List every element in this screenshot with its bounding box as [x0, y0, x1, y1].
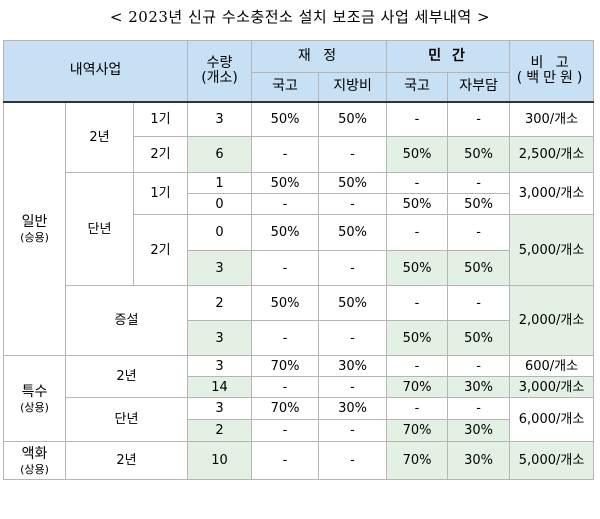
qty-cell: 3 [187, 250, 253, 286]
phase-2: 2기 [132, 214, 189, 286]
qty-cell: 2 [187, 419, 253, 442]
self-cell: 30% [447, 441, 511, 480]
phase-1: 1기 [132, 172, 189, 215]
national-cell: - [251, 376, 320, 398]
private-national-cell: - [386, 285, 449, 321]
remark-cell: 3,000/개소 [509, 376, 595, 398]
header-item: 내역사업 [2, 40, 189, 103]
phase-2: 2기 [132, 136, 189, 173]
self-cell: - [447, 285, 511, 321]
qty-cell: 10 [187, 441, 253, 480]
qty-cell: 14 [187, 376, 253, 398]
self-cell: - [447, 214, 511, 251]
header-private: 민 간 [386, 40, 511, 73]
private-national-cell: 70% [386, 441, 449, 480]
local-cell: 30% [318, 397, 388, 420]
header-national: 국고 [251, 72, 320, 103]
private-national-cell: 50% [386, 250, 449, 286]
private-national-cell: 70% [386, 419, 449, 442]
self-cell: - [447, 397, 511, 420]
remark-cell: 300/개소 [509, 101, 595, 137]
header-self: 자부담 [447, 72, 511, 103]
national-cell: - [251, 320, 320, 356]
subcat-special-two-year: 2년 [64, 355, 189, 398]
self-cell: 30% [447, 376, 511, 398]
header-local: 지방비 [318, 72, 388, 103]
self-cell: 50% [447, 136, 511, 173]
page-title: < 2023년 신규 수소충전소 설치 보조금 사업 세부내역 > [109, 8, 491, 26]
self-cell: 30% [447, 419, 511, 442]
local-cell: 50% [318, 101, 388, 137]
national-cell: 50% [251, 285, 320, 321]
local-cell: - [318, 250, 388, 286]
remark-cell: 3,000/개소 [509, 172, 595, 215]
header-remark: 비 고 (백만원) [509, 40, 595, 103]
local-cell: - [318, 376, 388, 398]
national-cell: - [251, 250, 320, 286]
local-cell: - [318, 320, 388, 356]
private-national-cell: - [386, 101, 449, 137]
local-cell: - [318, 441, 388, 480]
remark-cell: 600/개소 [509, 355, 595, 377]
national-cell: 70% [251, 355, 320, 377]
remark-cell: 5,000/개소 [509, 441, 595, 480]
private-national-cell: - [386, 355, 449, 377]
national-cell: - [251, 193, 320, 215]
self-cell: - [447, 355, 511, 377]
local-cell: - [318, 136, 388, 173]
header-private-national: 국고 [386, 72, 449, 103]
private-national-cell: 50% [386, 193, 449, 215]
qty-cell: 2 [187, 285, 253, 321]
remark-cell: 2,000/개소 [509, 285, 595, 356]
qty-cell: 0 [187, 193, 253, 215]
national-cell: - [251, 441, 320, 480]
subcat-special-single-year: 단년 [64, 397, 189, 442]
private-national-cell: 50% [386, 320, 449, 356]
subcat-single-year: 단년 [65, 172, 134, 286]
header-finance: 재 정 [251, 40, 388, 73]
self-cell: 50% [447, 320, 511, 356]
self-cell: - [447, 172, 511, 194]
self-cell: - [447, 101, 511, 137]
phase-1: 1기 [132, 101, 189, 137]
remark-cell: 5,000/개소 [509, 214, 595, 286]
local-cell: 50% [318, 285, 388, 321]
qty-cell: 3 [187, 355, 253, 377]
self-cell: 50% [447, 193, 511, 215]
national-cell: - [251, 419, 320, 442]
qty-cell: 6 [187, 136, 253, 173]
header-qty: 수량 (개소) [187, 40, 253, 103]
local-cell: - [318, 419, 388, 442]
national-cell: 50% [251, 101, 320, 137]
category-general: 일반 (승용) [3, 101, 66, 356]
private-national-cell: 50% [386, 136, 449, 173]
qty-cell: 3 [187, 397, 253, 420]
national-cell: 50% [251, 172, 320, 194]
national-cell: - [251, 136, 320, 173]
local-cell: 30% [318, 355, 388, 377]
qty-cell: 3 [187, 101, 253, 137]
subsidy-table: 내역사업 수량 (개소) 재 정 민 간 비 고 (백만원) 국고 지방비 국고 자… [2, 40, 595, 480]
subcat-expansion: 증설 [64, 285, 189, 356]
private-national-cell: - [386, 214, 449, 251]
national-cell: 50% [251, 214, 320, 251]
qty-cell: 3 [187, 320, 253, 356]
private-national-cell: - [386, 397, 449, 420]
subcat-two-year: 2년 [65, 101, 134, 173]
qty-cell: 0 [187, 214, 253, 251]
remark-cell: 6,000/개소 [509, 397, 595, 442]
self-cell: 50% [447, 250, 511, 286]
qty-cell: 1 [187, 172, 253, 194]
private-national-cell: - [386, 172, 449, 194]
subcat-liquid-two-year: 2년 [64, 441, 189, 480]
remark-cell: 2,500/개소 [509, 136, 595, 173]
category-special: 특수 (상용) [3, 355, 66, 442]
local-cell: 50% [318, 214, 388, 251]
local-cell: 50% [318, 172, 388, 194]
national-cell: 70% [251, 397, 320, 420]
private-national-cell: 70% [386, 376, 449, 398]
local-cell: - [318, 193, 388, 215]
category-liquid: 액화 (상용) [3, 441, 66, 480]
